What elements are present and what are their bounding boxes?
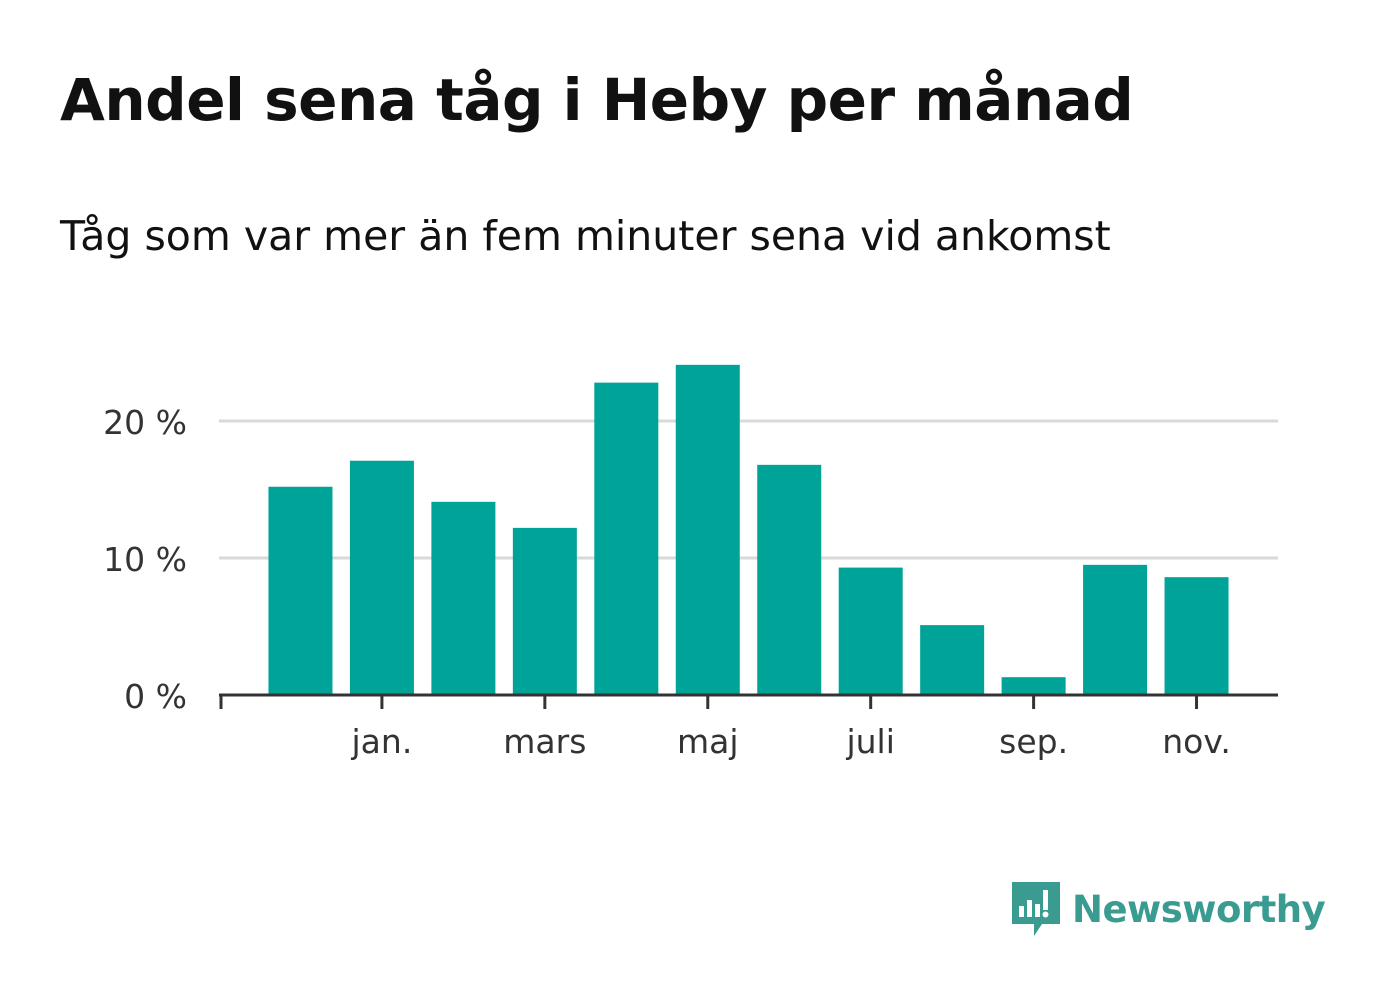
bar-juli [838, 567, 903, 695]
bars [268, 364, 1229, 695]
x-tick-label: mars [503, 722, 586, 761]
chart-subtitle: Tåg som var mer än fem minuter sena vid … [60, 212, 1111, 260]
x-axis-ticks: jan. mars maj juli sep. nov. [219, 695, 1231, 761]
x-tick-label: sep. [999, 722, 1068, 761]
bar-juni [757, 464, 822, 695]
bar-jan [349, 460, 414, 695]
bar-nov [1164, 577, 1229, 695]
x-tick-label: juli [845, 722, 894, 761]
newsworthy-icon [1012, 882, 1060, 936]
bar-aug [920, 625, 985, 695]
bar-apr [594, 382, 659, 695]
brand-name: Newsworthy [1072, 887, 1326, 931]
x-tick-label: jan. [351, 722, 413, 761]
bar-maj [675, 364, 740, 695]
y-tick-label: 10 % [103, 540, 187, 579]
x-tick-label: maj [677, 722, 739, 761]
bar-mars [512, 527, 577, 695]
y-tick-label: 0 % [124, 677, 187, 716]
chart-title: Andel sena tåg i Heby per månad [60, 66, 1134, 134]
bar-sep [1001, 677, 1066, 695]
bar-feb [431, 501, 496, 695]
y-axis-tick-labels: 0 % 10 % 20 % [103, 403, 187, 716]
bar-okt [1083, 564, 1148, 695]
x-tick-label: nov. [1162, 722, 1231, 761]
bar-dec [268, 486, 333, 695]
newsworthy-logo: Newsworthy [1010, 878, 1326, 940]
y-tick-label: 20 % [103, 403, 187, 442]
